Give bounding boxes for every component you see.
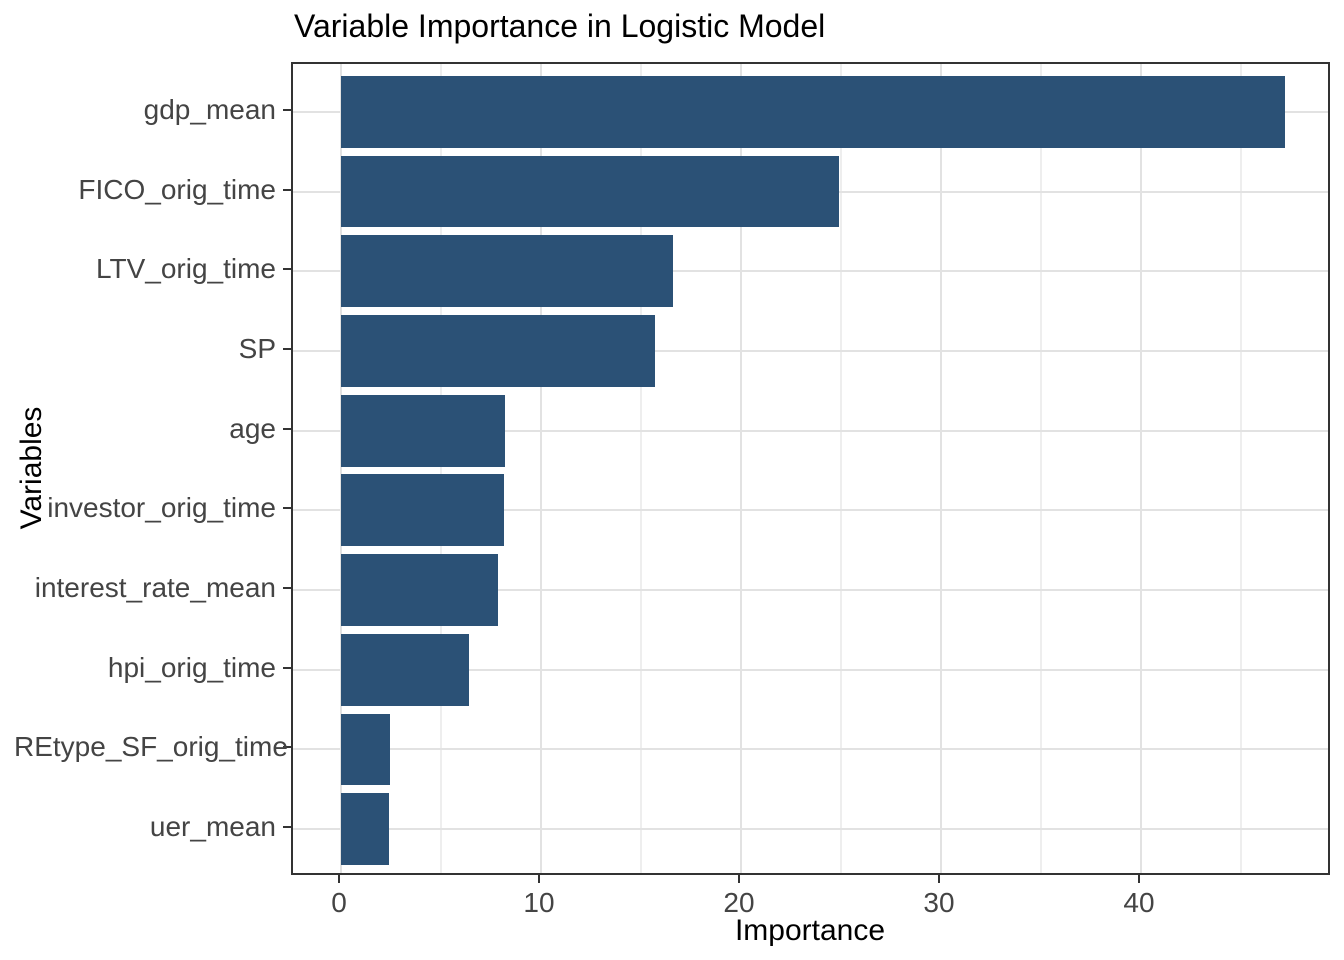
y-tick-interest_rate_mean xyxy=(283,587,291,590)
bar-FICO_orig_time xyxy=(341,155,839,228)
y-tick-label-REtype_SF_orig_time: REtype_SF_orig_time xyxy=(14,731,288,763)
x-tick-40 xyxy=(1138,875,1140,883)
bar-gdp_mean xyxy=(341,75,1285,148)
gridline-major-y-LTV_orig_time xyxy=(293,270,1328,273)
plot-panel xyxy=(291,62,1330,875)
chart-title: Variable Importance in Logistic Model xyxy=(294,8,826,44)
bar-REtype_SF_orig_time xyxy=(341,713,390,786)
x-tick-20 xyxy=(738,875,740,883)
gridline-major-x-40 xyxy=(1140,64,1142,873)
bar-age xyxy=(341,394,505,467)
y-tick-FICO_orig_time xyxy=(283,188,291,191)
x-axis-title: Importance xyxy=(734,914,886,947)
gridline-major-y-age xyxy=(293,429,1328,432)
x-tick-label-40: 40 xyxy=(1123,887,1155,918)
bar-interest_rate_mean xyxy=(341,554,498,626)
y-tick-label-age: age xyxy=(229,412,276,444)
x-tick-label-10: 10 xyxy=(523,887,555,918)
y-tick-hpi_orig_time xyxy=(283,666,291,669)
gridline-major-x-20 xyxy=(740,64,742,873)
bar-hpi_orig_time xyxy=(341,633,469,706)
y-tick-label-SP: SP xyxy=(238,332,276,364)
y-tick-SP xyxy=(283,347,291,350)
gridline-minor-x-15 xyxy=(640,64,642,873)
y-tick-label-uer_mean: uer_mean xyxy=(149,811,276,843)
y-tick-label-hpi_orig_time: hpi_orig_time xyxy=(107,651,276,683)
bar-uer_mean xyxy=(341,793,389,866)
x-tick-10 xyxy=(538,875,540,883)
y-tick-label-investor_orig_time: investor_orig_time xyxy=(47,492,276,524)
gridline-major-y-REtype_SF_orig_time xyxy=(293,748,1328,751)
gridline-major-y-hpi_orig_time xyxy=(293,668,1328,671)
gridline-major-y-investor_orig_time xyxy=(293,509,1328,512)
gridline-major-y-SP xyxy=(293,349,1328,352)
y-tick-uer_mean xyxy=(283,826,291,829)
y-tick-gdp_mean xyxy=(283,108,291,111)
x-tick-label-0: 0 xyxy=(331,887,347,918)
gridline-major-x-30 xyxy=(940,64,942,873)
bar-LTV_orig_time xyxy=(341,235,673,308)
x-tick-label-30: 30 xyxy=(923,887,955,918)
bar-SP xyxy=(341,315,655,387)
gridline-major-y-uer_mean xyxy=(293,828,1328,831)
y-tick-age xyxy=(283,427,291,430)
y-tick-investor_orig_time xyxy=(283,507,291,510)
bar-investor_orig_time xyxy=(341,474,504,547)
y-tick-REtype_SF_orig_time xyxy=(283,746,291,749)
x-tick-30 xyxy=(938,875,940,883)
y-tick-label-FICO_orig_time: FICO_orig_time xyxy=(78,173,276,205)
y-tick-label-interest_rate_mean: interest_rate_mean xyxy=(34,572,276,604)
y-tick-label-LTV_orig_time: LTV_orig_time xyxy=(95,253,276,285)
gridline-minor-x-25 xyxy=(840,64,842,873)
gridline-minor-x-5 xyxy=(440,64,442,873)
y-tick-LTV_orig_time xyxy=(283,268,291,271)
gridline-major-x-0 xyxy=(340,64,342,873)
gridline-major-x-10 xyxy=(540,64,542,873)
x-tick-0 xyxy=(338,875,340,883)
x-tick-label-20: 20 xyxy=(723,887,755,918)
gridline-major-y-interest_rate_mean xyxy=(293,589,1328,592)
y-tick-label-gdp_mean: gdp_mean xyxy=(143,93,276,125)
gridline-minor-x-45 xyxy=(1240,64,1242,873)
gridline-minor-x-35 xyxy=(1040,64,1042,873)
